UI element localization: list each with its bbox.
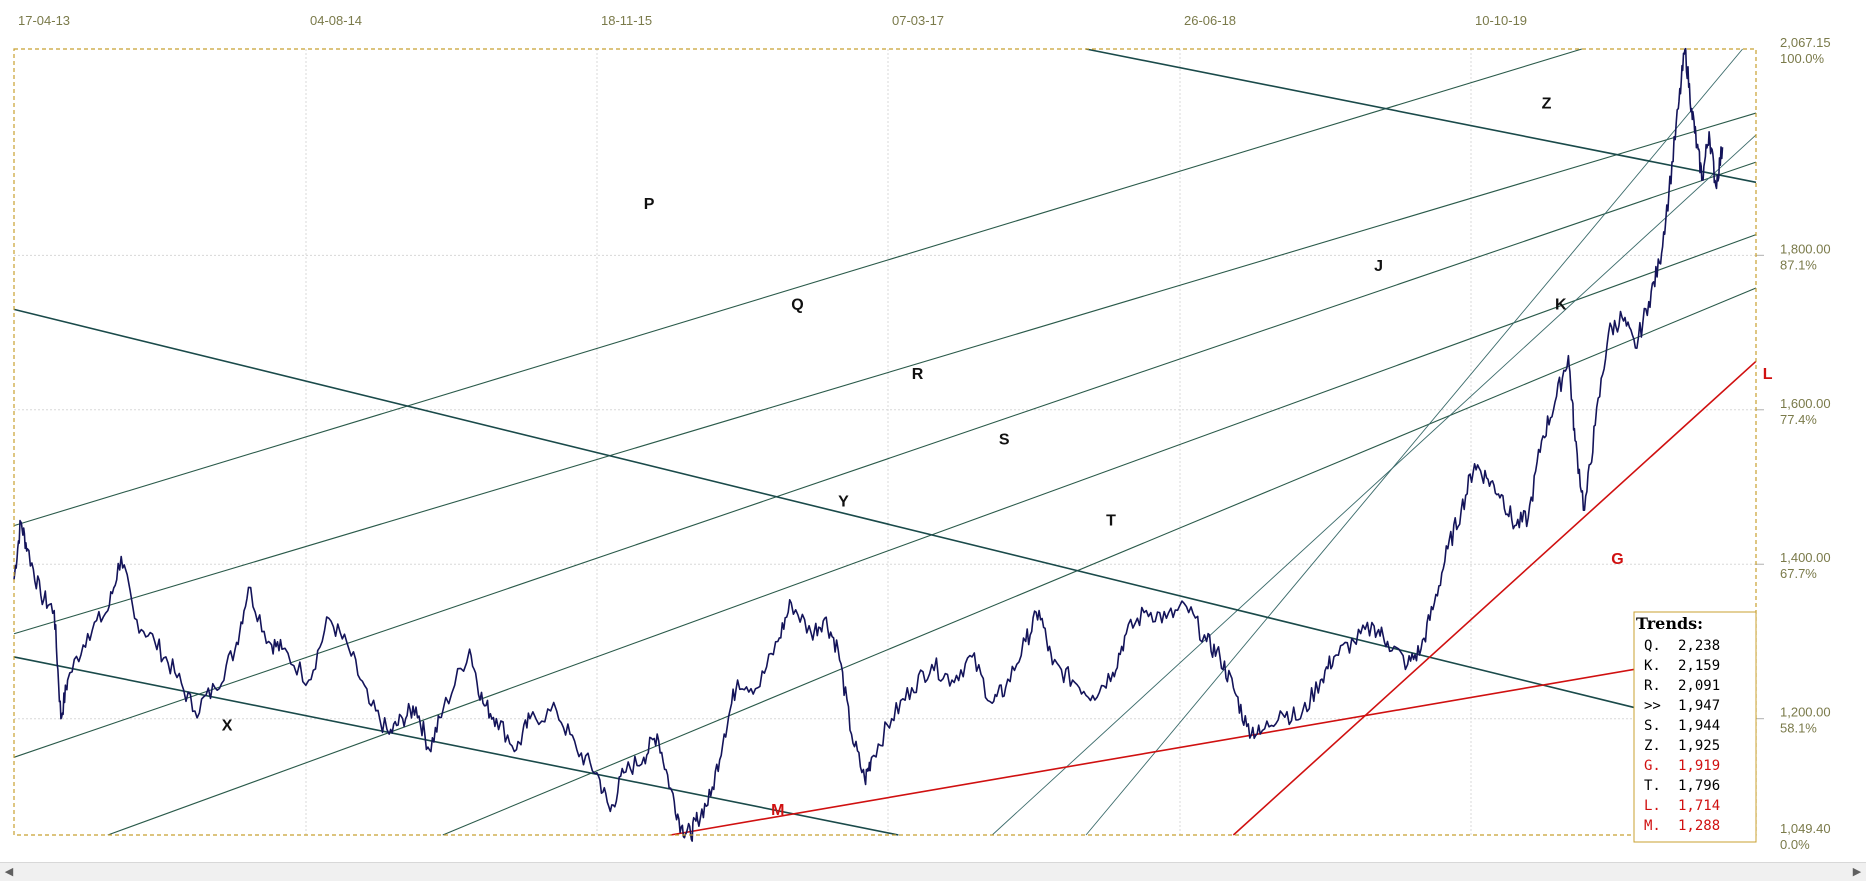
trend-label-r: R — [912, 366, 924, 383]
x-tick-label: 07-03-17 — [892, 13, 944, 28]
y-tick-label: 1,800.00 — [1780, 241, 1831, 256]
legend-entry-value: 2,159 — [1678, 658, 1720, 674]
legend-entry-label: K. — [1644, 658, 1661, 674]
trend-line-q — [13, 112, 1757, 635]
trend-line-labels: P Q R S T J K X Y Z M G L — [222, 96, 1773, 820]
trend-label-p: P — [644, 196, 655, 213]
legend-entry-value: 1,947 — [1678, 698, 1720, 714]
price-line — [13, 47, 1724, 842]
trend-label-m: M — [771, 802, 784, 819]
trend-line-p — [13, 48, 1582, 527]
plot-border — [13, 48, 1757, 836]
y-tick-label: 1,600.00 — [1780, 396, 1831, 411]
y-tick-percent: 100.0% — [1780, 51, 1825, 66]
trend-line-m — [670, 652, 1730, 836]
x-axis-ticks: 17-04-13 04-08-14 18-11-15 07-03-17 26-06-18… — [18, 13, 1527, 28]
legend-entry-label: T. — [1644, 778, 1661, 794]
price-chart: 17-04-13 04-08-14 18-11-15 07-03-17 26-06-18… — [13, 13, 1831, 852]
grid-lines — [14, 49, 1764, 835]
legend-entry-label: Z. — [1644, 738, 1661, 754]
y-tick-label: 1,049.40 — [1780, 821, 1831, 836]
trend-label-z: Z — [1542, 96, 1552, 113]
trend-line-l — [1232, 360, 1757, 836]
x-tick-label: 17-04-13 — [18, 13, 70, 28]
legend-entry-label: S. — [1644, 718, 1661, 734]
legend-entry-label: L. — [1644, 798, 1661, 814]
trend-label-q: Q — [791, 296, 803, 313]
legend-entry-label: Q. — [1644, 638, 1661, 654]
legend-entry-value: 2,091 — [1678, 678, 1720, 694]
x-tick-label: 04-08-14 — [310, 13, 362, 28]
y-tick-percent: 67.7% — [1780, 566, 1817, 581]
scroll-right-arrow-icon[interactable]: ▶ — [1852, 866, 1862, 878]
y-tick-label: 1,400.00 — [1780, 550, 1831, 565]
legend-entry-value: 1,796 — [1678, 778, 1720, 794]
y-tick-percent: 58.1% — [1780, 721, 1817, 736]
legend-entry-value: 1,288 — [1678, 818, 1720, 834]
y-tick-label: 2,067.15 — [1780, 35, 1831, 50]
legend-entry-value: 1,925 — [1678, 738, 1720, 754]
x-tick-label: 10-10-19 — [1475, 13, 1527, 28]
legend-box — [1633, 611, 1757, 843]
trend-line-r — [13, 161, 1757, 758]
y-tick-percent: 0.0% — [1780, 837, 1810, 852]
trend-line-t — [442, 287, 1757, 836]
trend-label-s: S — [999, 432, 1010, 449]
trend-line-j — [991, 134, 1757, 836]
legend-entry-value: 2,238 — [1678, 638, 1720, 654]
x-tick-label: 18-11-15 — [601, 13, 652, 28]
legend-entry-label: M. — [1644, 818, 1661, 834]
legend-entry-value: 1,919 — [1678, 758, 1720, 774]
legend-entry-value: 1,944 — [1678, 718, 1720, 734]
trend-line-z — [1085, 48, 1757, 184]
y-tick-percent: 87.1% — [1780, 257, 1817, 272]
x-tick-label: 26-06-18 — [1184, 13, 1236, 28]
trends-legend: Trends: Q. 2,238 K. 2,159 R. 2,091 >> 1,947 S. 1,9… — [1633, 611, 1757, 843]
trend-line-x — [13, 656, 899, 836]
trend-label-l: L — [1763, 366, 1773, 383]
trend-label-j: J — [1374, 258, 1383, 275]
trend-label-t: T — [1106, 513, 1116, 530]
legend-entry-value: 1,714 — [1678, 798, 1720, 814]
horizontal-scrollbar[interactable]: ◀ ▶ — [0, 862, 1866, 881]
scroll-left-arrow-icon[interactable]: ◀ — [4, 866, 14, 878]
legend-entry-label: G. — [1644, 758, 1661, 774]
trend-line-y — [13, 308, 1743, 735]
trend-label-y: Y — [838, 493, 849, 510]
trend-line-k — [1085, 48, 1743, 836]
trend-lines — [13, 48, 1757, 836]
legend-entry-label: >> — [1644, 698, 1661, 714]
trend-label-g: G — [1611, 551, 1623, 568]
trend-label-k: K — [1555, 296, 1567, 313]
trend-label-x: X — [222, 717, 233, 734]
y-tick-percent: 77.4% — [1780, 412, 1817, 427]
legend-entry-label: R. — [1644, 678, 1661, 694]
legend-title: Trends: — [1636, 614, 1703, 633]
price-series — [13, 47, 1724, 842]
y-tick-label: 1,200.00 — [1780, 705, 1831, 720]
